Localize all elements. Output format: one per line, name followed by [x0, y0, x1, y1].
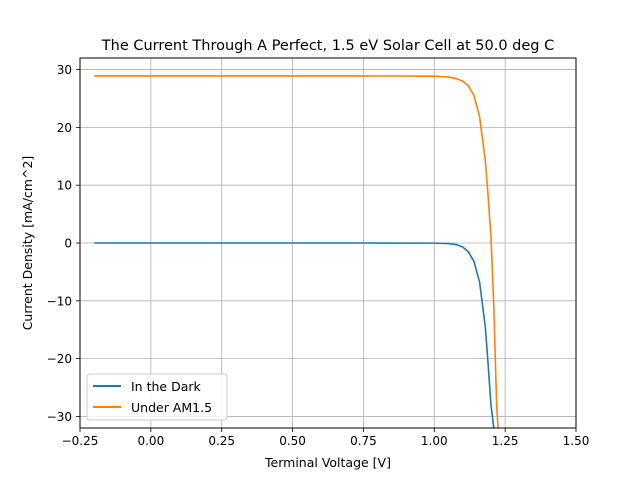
x-tick-label: 1.00 — [421, 434, 448, 448]
x-tick-label: 0.00 — [137, 434, 164, 448]
y-tick-label: 30 — [57, 63, 72, 77]
legend-box — [86, 373, 228, 421]
x-axis-label: Terminal Voltage [V] — [264, 455, 391, 470]
legend-label-dark: In the Dark — [131, 379, 201, 394]
y-tick-label: 10 — [57, 179, 72, 193]
legend: In the Dark Under AM1.5 — [86, 373, 228, 421]
y-tick-label: −10 — [47, 294, 72, 308]
legend-label-am15: Under AM1.5 — [131, 400, 212, 415]
y-axis-label: Current Density [mA/cm^2] — [20, 156, 35, 331]
x-tick-label: 1.50 — [563, 434, 590, 448]
y-tick-label: 0 — [64, 237, 72, 251]
y-tick-label: −30 — [47, 410, 72, 424]
x-tick-label: 1.25 — [492, 434, 519, 448]
series-layer — [94, 75, 499, 428]
x-tick-label: 0.75 — [350, 434, 377, 448]
ticks: −0.25 0.00 0.25 0.50 0.75 1.00 1.25 1.50 −30 −20 −… — [47, 63, 590, 448]
x-tick-label: −0.25 — [62, 434, 99, 448]
y-tick-label: 20 — [57, 121, 72, 135]
series-line-0 — [94, 242, 496, 428]
x-tick-label: 0.25 — [208, 434, 235, 448]
plot-frame — [79, 57, 577, 429]
y-tick-label: −20 — [47, 352, 72, 366]
chart-title: The Current Through A Perfect, 1.5 eV So… — [101, 38, 554, 54]
x-tick-label: 0.50 — [279, 434, 306, 448]
series-line-1 — [94, 75, 499, 428]
